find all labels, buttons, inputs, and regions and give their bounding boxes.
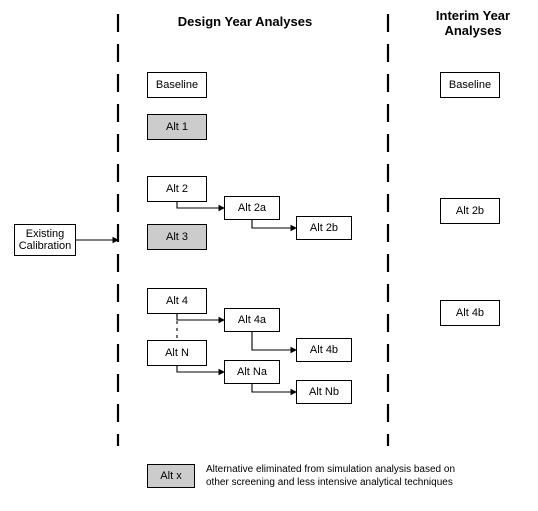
node-alt2b: Alt 2b xyxy=(296,216,352,240)
diagram-stage: Design Year Analyses Interim YearAnalyse… xyxy=(0,0,538,511)
node-baseline: Baseline xyxy=(147,72,207,98)
node-alt2: Alt 2 xyxy=(147,176,207,202)
node-existing-calibration: ExistingCalibration xyxy=(14,224,76,256)
node-altnb: Alt Nb xyxy=(296,380,352,404)
heading-design-year: Design Year Analyses xyxy=(155,14,335,29)
node-alt4b: Alt 4b xyxy=(296,338,352,362)
node-alt2a: Alt 2a xyxy=(224,196,280,220)
node-interim-alt4b: Alt 4b xyxy=(440,300,500,326)
node-alt4: Alt 4 xyxy=(147,288,207,314)
heading-interim-year: Interim YearAnalyses xyxy=(418,8,528,38)
node-alt1: Alt 1 xyxy=(147,114,207,140)
node-altn: Alt N xyxy=(147,340,207,366)
legend-box: Alt x xyxy=(147,464,195,488)
legend-text: Alternative eliminated from simulation a… xyxy=(206,464,476,489)
node-alt3: Alt 3 xyxy=(147,224,207,250)
node-interim-baseline: Baseline xyxy=(440,72,500,98)
node-altna: Alt Na xyxy=(224,360,280,384)
node-alt4a: Alt 4a xyxy=(224,308,280,332)
node-interim-alt2b: Alt 2b xyxy=(440,198,500,224)
